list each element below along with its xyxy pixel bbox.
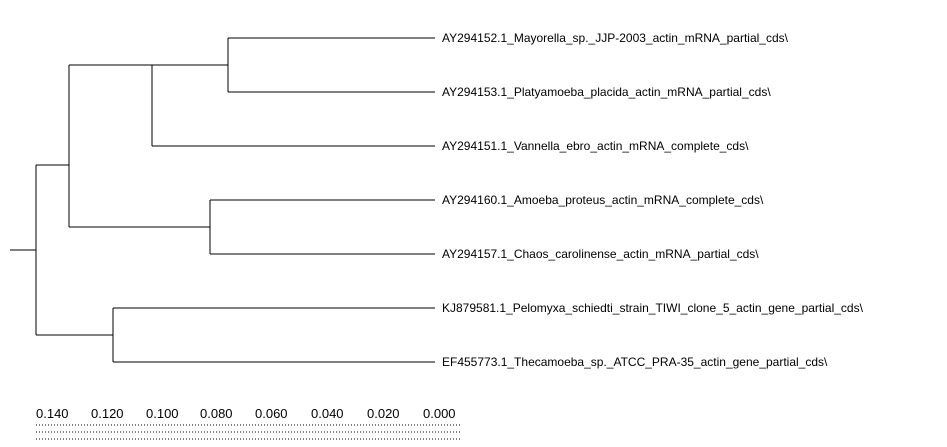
leaf-label: AY294152.1_Mayorella_sp._JJP-2003_actin_…	[442, 31, 789, 45]
leaf-label: AY294151.1_Vannella_ebro_actin_mRNA_comp…	[442, 139, 749, 153]
scale-tick-label: 0.140	[36, 406, 69, 421]
leaf-label: AY294153.1_Platyamoeba_placida_actin_mRN…	[442, 85, 771, 99]
leaf-label: AY294160.1_Amoeba_proteus_actin_mRNA_com…	[442, 193, 764, 207]
scale-tick-label: 0.000	[423, 406, 456, 421]
scale-tick-label: 0.120	[91, 406, 124, 421]
scale-tick-label: 0.100	[146, 406, 179, 421]
scale-tick-label: 0.060	[255, 406, 288, 421]
leaf-label: AY294157.1_Chaos_carolinense_actin_mRNA_…	[442, 247, 759, 261]
leaf-label: KJ879581.1_Pelomyxa_schiedti_strain_TIWI…	[442, 301, 864, 315]
leaf-label: EF455773.1_Thecamoeba_sp._ATCC_PRA-35_ac…	[442, 355, 828, 369]
scale-tick-label: 0.080	[200, 406, 233, 421]
scale-tick-label: 0.040	[311, 406, 344, 421]
scale-axis: 0.140 0.120 0.100 0.080 0.060 0.040 0.02…	[36, 406, 462, 440]
scale-tick-label: 0.020	[367, 406, 400, 421]
